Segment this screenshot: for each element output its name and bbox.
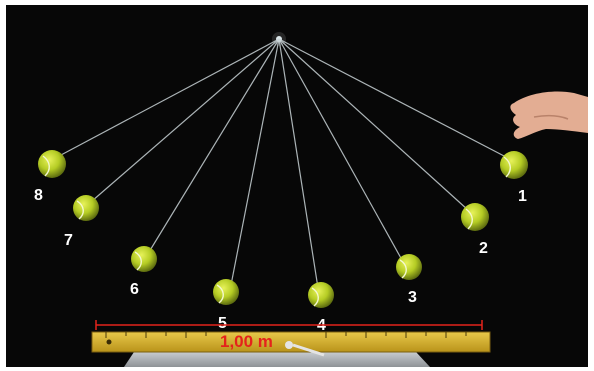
string-1: [278, 38, 507, 158]
scale-indicator: [95, 320, 483, 330]
string-5: [230, 38, 280, 286]
hand-icon: [510, 91, 588, 139]
base-block: [124, 352, 430, 367]
string-3: [278, 38, 403, 261]
ball-label-6: 6: [130, 281, 139, 298]
string-4: [278, 38, 319, 289]
ruler-icon: [91, 331, 491, 357]
tennis-ball-icon: [461, 203, 489, 231]
ball-label-1: 1: [518, 188, 527, 205]
scale-label: 1,00 m: [220, 332, 273, 351]
tennis-ball-icon: [396, 254, 422, 280]
string-6: [148, 38, 280, 253]
ball-label-5: 5: [218, 315, 227, 332]
ball-label-7: 7: [64, 232, 73, 249]
ball-label-8: 8: [34, 187, 43, 204]
tennis-ball-icon: [500, 151, 528, 179]
tennis-ball-icon: [131, 246, 157, 272]
ball-label-2: 2: [479, 240, 488, 257]
tennis-ball-icon: [308, 282, 334, 308]
pendulum-scene-svg: 1 2 3 4 5 6 7 8: [34, 32, 588, 367]
tennis-balls: [38, 150, 528, 308]
tennis-ball-icon: [213, 279, 239, 305]
string-8: [60, 38, 280, 156]
pendulum-photograph: 1 2 3 4 5 6 7 8: [6, 5, 588, 367]
tennis-ball-icon: [73, 195, 99, 221]
string-2: [278, 38, 469, 211]
tennis-ball-icon: [38, 150, 66, 178]
pendulum-strings: [60, 38, 507, 289]
string-7: [91, 38, 280, 202]
ball-label-3: 3: [408, 289, 417, 306]
